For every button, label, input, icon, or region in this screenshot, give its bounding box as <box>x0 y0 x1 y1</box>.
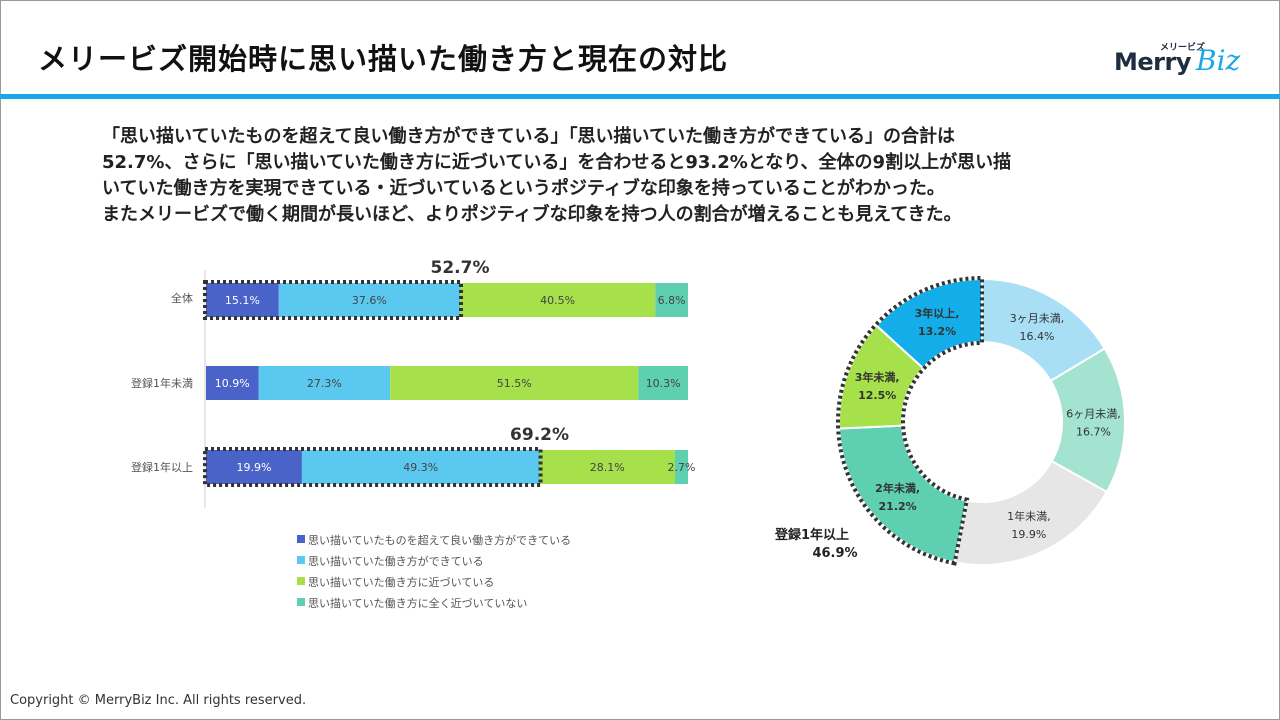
bar-value-label: 19.9% <box>236 461 271 474</box>
logo-script-text: Biz <box>1196 44 1241 77</box>
legend-item: 思い描いていた働き方に近づいている <box>308 575 494 589</box>
bar-value-label: 27.3% <box>307 377 342 390</box>
donut-slice-value: 21.2% <box>879 500 917 513</box>
summary-text: 「思い描いていたものを超えて良い働き方ができている」「思い描いていた働き方ができ… <box>102 124 1202 228</box>
bar-segment <box>258 366 391 400</box>
bar-segment <box>460 283 656 317</box>
bar-segment <box>278 283 461 317</box>
bar-segment <box>206 283 279 317</box>
donut-slice-label: 3年未満, <box>855 370 900 384</box>
donut-slice-label: 3年以上, <box>915 306 960 320</box>
summary-line: 52.7%、さらに「思い描いていた働き方に近づいている」を合わせると93.2%と… <box>102 152 1012 173</box>
donut-slice-label: 2年未満, <box>875 481 920 495</box>
donut-slice-value: 19.9% <box>1011 528 1046 541</box>
logo-main-text: Merry <box>1114 48 1191 76</box>
donut-slice-label: 3ヶ月未満, <box>1010 312 1065 325</box>
summary-line: 「思い描いていたものを超えて良い働き方ができている」「思い描いていた働き方ができ… <box>102 126 956 147</box>
bar-segment <box>539 450 675 484</box>
bar-segment <box>206 450 302 484</box>
bar-value-label: 10.3% <box>646 377 681 390</box>
merrybiz-logo: メリービズ Merry Biz <box>1112 40 1262 84</box>
category-label: 全体 <box>171 291 193 305</box>
summary-line: いていた働き方を実現できている・近づいているというポジティブな印象を持っているこ… <box>102 178 945 199</box>
bar-value-label: 15.1% <box>225 294 260 307</box>
header-divider <box>0 94 1280 99</box>
summary-line: またメリービズで働く期間が長いほど、よりポジティブな印象を持つ人の割合が増えるこ… <box>102 204 962 225</box>
legend-item: 思い描いていた働き方ができている <box>308 554 484 568</box>
donut-group-highlight <box>836 275 984 566</box>
bar-segment <box>390 366 639 400</box>
bar-value-label: 49.3% <box>403 461 438 474</box>
bar-value-label: 28.1% <box>590 461 625 474</box>
highlight-box <box>203 280 464 320</box>
legend-swatch <box>297 598 305 606</box>
legend-item: 思い描いていたものを超えて良い働き方ができている <box>308 533 571 547</box>
bar-segment <box>674 450 688 484</box>
donut-slice-value: 16.4% <box>1020 330 1055 343</box>
donut-slice-value: 16.7% <box>1076 425 1111 438</box>
bar-segment <box>655 283 688 317</box>
donut-group-value: 46.9% <box>812 546 857 561</box>
category-label: 登録1年以上 <box>131 460 193 474</box>
bar-segment <box>301 450 540 484</box>
donut-slice-value: 12.5% <box>858 389 896 402</box>
highlight-value: 69.2% <box>510 425 569 445</box>
page-title: メリービズ開始時に思い描いた働き方と現在の対比 <box>38 42 729 76</box>
category-label: 登録1年未満 <box>131 376 193 390</box>
donut-group-label: 登録1年以上 <box>774 527 849 543</box>
bar-segment <box>638 366 688 400</box>
highlight-value: 52.7% <box>431 258 490 278</box>
legend-swatch <box>297 556 305 564</box>
bar-segment <box>206 366 259 400</box>
donut-slice-label: 6ヶ月未満, <box>1066 407 1121 420</box>
bar-value-label: 6.8% <box>658 294 686 307</box>
legend-item: 思い描いていた働き方に全く近づいていない <box>308 596 527 610</box>
donut-slice-value: 13.2% <box>918 325 956 338</box>
copyright: Copyright © MerryBiz Inc. All rights res… <box>10 693 307 708</box>
legend-swatch <box>297 577 305 585</box>
bar-value-label: 10.9% <box>215 377 250 390</box>
donut-slice-label: 1年未満, <box>1007 509 1051 523</box>
bar-value-label: 2.7% <box>668 461 696 474</box>
bar-value-label: 40.5% <box>540 294 575 307</box>
bar-value-label: 51.5% <box>497 377 532 390</box>
bar-value-label: 37.6% <box>352 294 387 307</box>
logo-small-text: メリービズ <box>1160 43 1206 53</box>
legend-swatch <box>297 535 305 543</box>
